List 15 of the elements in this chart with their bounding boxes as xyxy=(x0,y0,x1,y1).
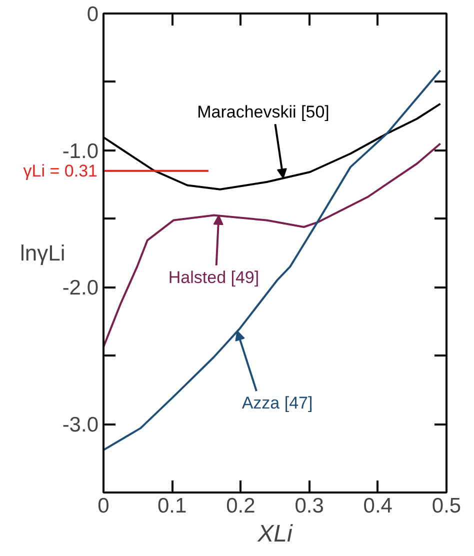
x-tick-label: 0.2 xyxy=(226,494,256,518)
annotation: Azza [47] xyxy=(242,394,313,413)
series-label: γLi = 0.31 xyxy=(23,161,98,180)
y-tick-label: -2.0 xyxy=(62,276,98,300)
annotation: Halsted [49] xyxy=(168,268,260,287)
x-tick-label: 0.5 xyxy=(432,494,462,518)
y-tick-label: -1.0 xyxy=(62,140,98,163)
y-tick-label: -3.0 xyxy=(62,414,98,437)
x-tick-label: 0.3 xyxy=(294,494,324,518)
x-tick-label: 0.4 xyxy=(363,494,393,518)
annotation: Marachevskii [50] xyxy=(197,102,330,122)
x-axis-title: XLi xyxy=(256,520,294,548)
x-tick-label: 0.1 xyxy=(158,494,187,518)
y-tick-label: 0 xyxy=(86,3,99,26)
y-axis-title: lnγLi xyxy=(20,240,66,266)
